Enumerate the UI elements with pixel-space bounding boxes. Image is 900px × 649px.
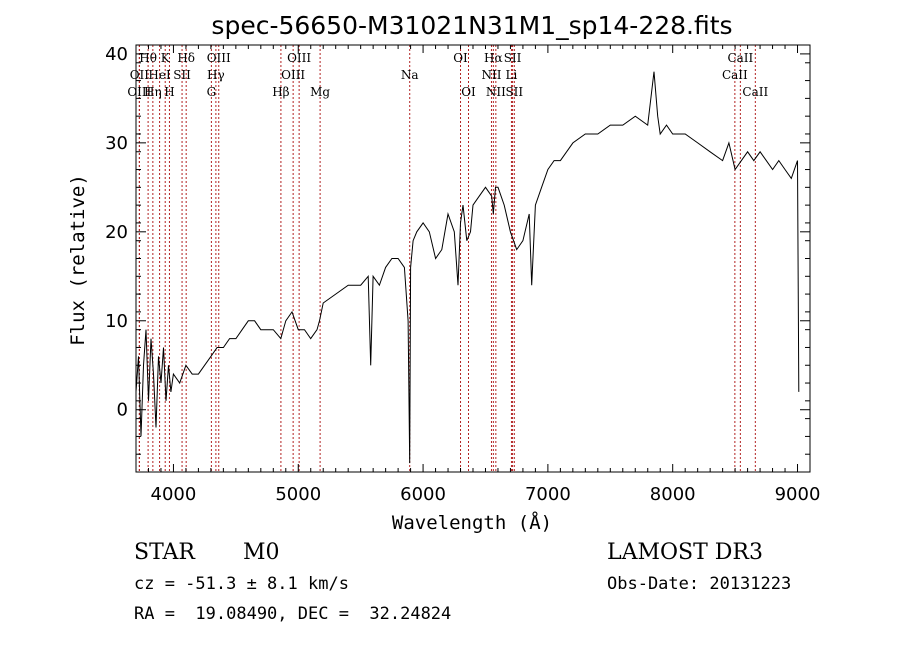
x-axis-label: Wavelength (Å) [392, 511, 552, 534]
line-label-4: OIII [287, 51, 311, 65]
x-tick-label-1: 5000 [275, 484, 321, 505]
spectral-line-markers [138, 45, 756, 472]
line-label-15: NII [481, 68, 501, 82]
observation-date: Obs-Date: 20131223 [607, 574, 792, 594]
spectrum-line [135, 71, 800, 464]
object-class: STAR [134, 540, 195, 565]
x-tick-label-4: 8000 [650, 484, 696, 505]
line-label-12: Hγ [207, 68, 225, 82]
line-label-1: K [161, 51, 171, 65]
y-tick-label-4: 40 [105, 44, 128, 65]
line-label-16: Li [506, 68, 518, 82]
x-tick-label-3: 7000 [525, 484, 571, 505]
y-tick-label-3: 30 [105, 133, 128, 154]
line-label-8: CaII [727, 51, 753, 65]
line-label-6: Hα [484, 51, 503, 65]
line-label-0: Hθ [139, 51, 157, 65]
line-label-23: Mg [310, 85, 330, 99]
x-tick-label-0: 4000 [151, 484, 197, 505]
line-label-19: Hη [144, 85, 162, 99]
chart-title: spec-56650-M31021N31M1_sp14-228.fits [211, 11, 732, 40]
survey-name: LAMOST DR3 [607, 540, 763, 565]
x-axis-ticks: 4000 5000 6000 7000 8000 9000 [135, 45, 821, 505]
y-tick-label-2: 20 [105, 222, 128, 243]
line-label-21: G [207, 85, 217, 99]
line-label-27: CaII [742, 85, 768, 99]
plot-frame [135, 44, 811, 473]
line-label-18: OIII [127, 85, 151, 99]
line-label-17: CaII [722, 68, 748, 82]
y-tick-label-1: 10 [105, 311, 128, 332]
line-label-5: OI [453, 51, 468, 65]
line-label-10: HeI [148, 68, 171, 82]
y-axis-label: Flux (relative) [67, 174, 89, 346]
line-label-14: Na [401, 68, 419, 82]
line-label-25: NII [486, 85, 506, 99]
x-tick-label-5: 9000 [775, 484, 821, 505]
x-tick-label-2: 6000 [400, 484, 446, 505]
object-subclass: M0 [243, 540, 280, 565]
y-axis-ticks: 0 10 20 30 40 [105, 44, 810, 455]
line-label-9: OII [130, 68, 150, 82]
redshift-velocity: cz = -51.3 ± 8.1 km/s [134, 574, 349, 594]
line-label-26: SII [505, 85, 523, 99]
line-label-22: Hβ [272, 85, 289, 99]
line-label-13: OIII [281, 68, 305, 82]
coordinates: RA = 19.08490, DEC = 32.24824 [134, 604, 452, 624]
line-label-20: H [164, 85, 174, 99]
line-label-2: Hδ [177, 51, 195, 65]
line-label-7: SII [504, 51, 522, 65]
line-label-11: SII [173, 68, 191, 82]
y-tick-label-0: 0 [117, 400, 128, 421]
line-label-24: OI [461, 85, 476, 99]
line-label-3: OIII [207, 51, 231, 65]
